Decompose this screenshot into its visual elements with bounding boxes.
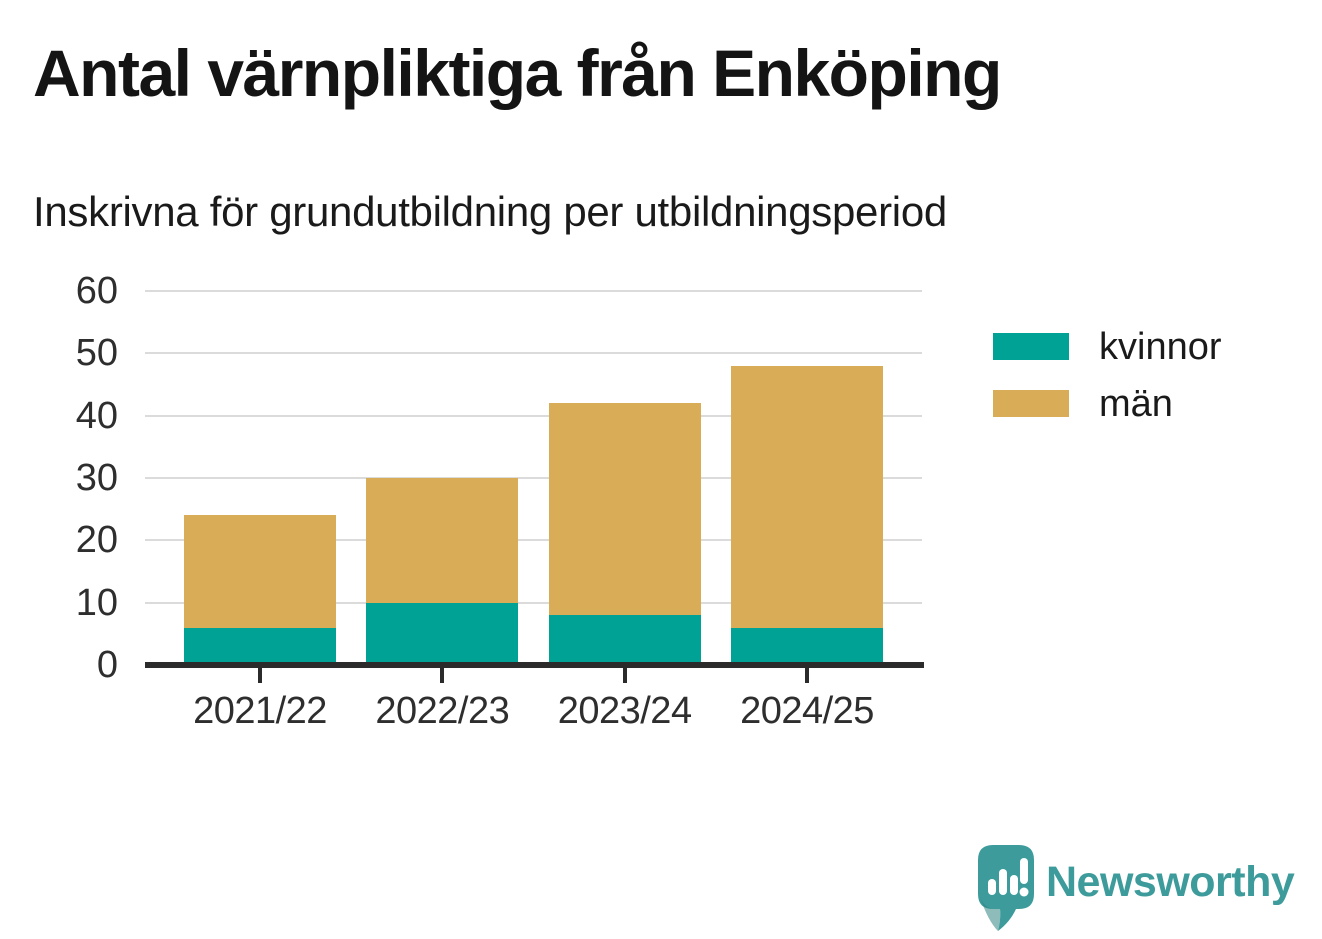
legend-label-kvinnor: kvinnor bbox=[1099, 325, 1222, 368]
legend-swatch-kvinnor bbox=[993, 333, 1069, 360]
page-title: Antal värnpliktiga från Enköping bbox=[33, 36, 1002, 110]
x-axis-tick-2024/25 bbox=[805, 668, 809, 683]
legend-swatch-män bbox=[993, 390, 1069, 417]
y-tick-label-50: 50 bbox=[75, 332, 118, 375]
bar-segment-män-2024/25 bbox=[731, 365, 883, 628]
x-axis-tick-2022/23 bbox=[440, 668, 445, 683]
page-subtitle: Inskrivna för grundutbildning per utbild… bbox=[33, 188, 947, 235]
gridline-40 bbox=[145, 414, 922, 417]
x-tick-label-2022/23: 2022/23 bbox=[375, 690, 510, 732]
x-tick-label-2023/24: 2023/24 bbox=[557, 690, 692, 732]
bar-segment-män-2021/22 bbox=[184, 515, 336, 628]
x-axis-line bbox=[145, 662, 924, 668]
newsworthy-logo-icon bbox=[978, 845, 1034, 931]
bar-segment-kvinnor-2023/24 bbox=[548, 615, 701, 665]
legend-label-män: män bbox=[1099, 382, 1173, 425]
legend-item-män: män bbox=[993, 385, 1222, 423]
bar-segment-män-2022/23 bbox=[366, 478, 519, 603]
gridline-30 bbox=[145, 477, 922, 479]
x-tick-label-2024/25: 2024/25 bbox=[740, 690, 874, 732]
legend-item-kvinnor: kvinnor bbox=[993, 328, 1222, 366]
gridline-10 bbox=[145, 601, 922, 604]
y-tick-label-0: 0 bbox=[96, 644, 118, 686]
gridline-60 bbox=[145, 290, 922, 292]
bar-segment-kvinnor-2021/22 bbox=[184, 627, 336, 665]
gridline-50 bbox=[145, 352, 922, 355]
gridline-20 bbox=[145, 539, 922, 542]
bar-segment-kvinnor-2022/23 bbox=[366, 602, 519, 665]
plot-area bbox=[145, 290, 922, 665]
legend: kvinnor män bbox=[993, 328, 1222, 447]
y-axis-labels: 0 10 20 30 40 50 60 bbox=[0, 272, 118, 684]
x-axis-tick-2023/24 bbox=[622, 668, 627, 683]
y-tick-label-10: 10 bbox=[75, 581, 118, 624]
newsworthy-logo: Newsworthy bbox=[978, 845, 1308, 935]
y-tick-label-30: 30 bbox=[75, 457, 118, 499]
y-tick-label-60: 60 bbox=[75, 270, 118, 312]
newsworthy-wordmark: Newsworthy bbox=[1046, 858, 1295, 906]
y-tick-label-20: 20 bbox=[75, 519, 118, 562]
x-tick-label-2021/22: 2021/22 bbox=[193, 690, 327, 732]
bar-segment-kvinnor-2024/25 bbox=[731, 627, 883, 665]
y-tick-label-40: 40 bbox=[75, 394, 118, 437]
bar-segment-män-2023/24 bbox=[548, 403, 701, 616]
x-axis-tick-2021/22 bbox=[258, 668, 262, 683]
